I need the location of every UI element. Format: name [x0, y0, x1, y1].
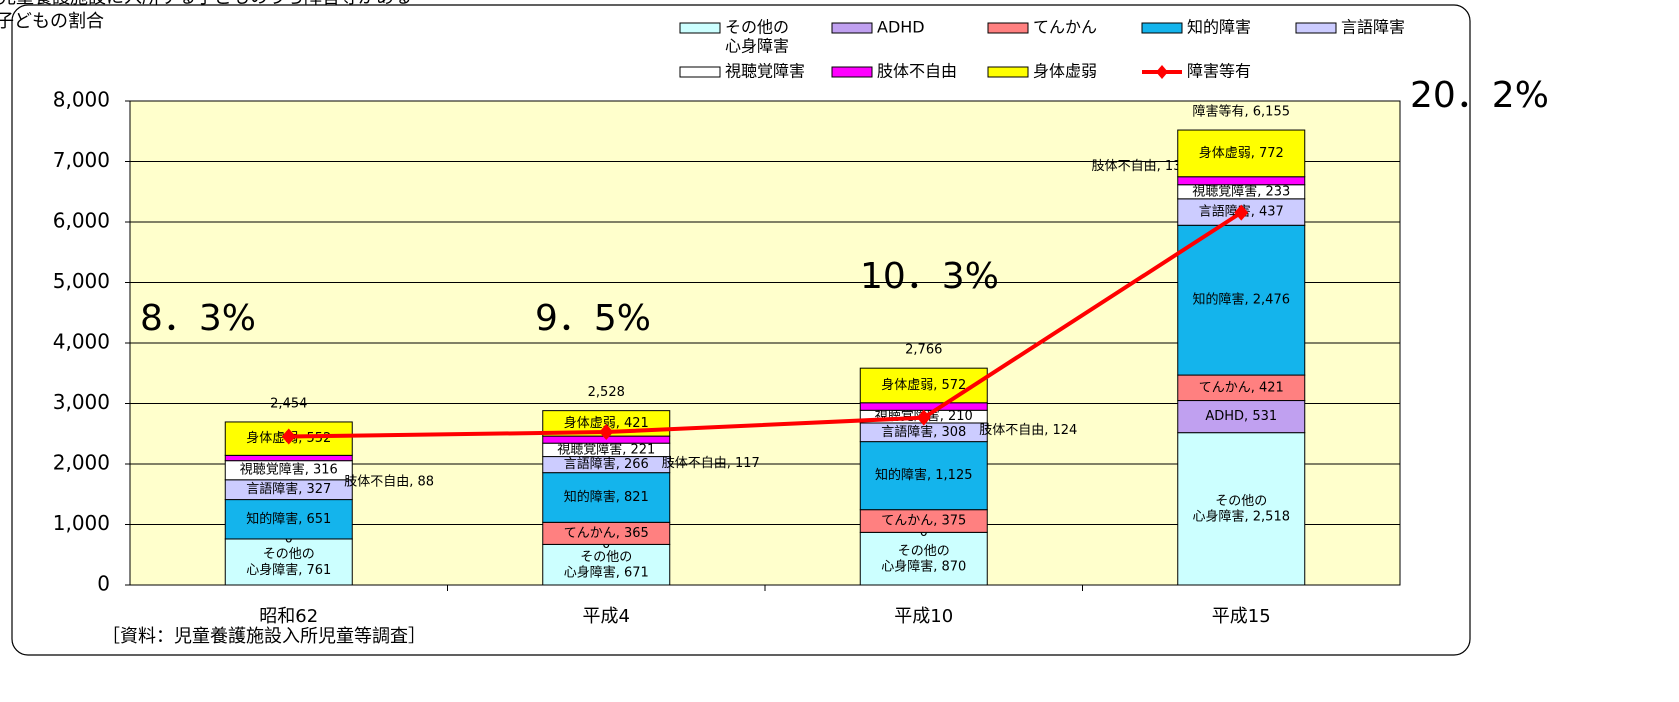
data-label: その他の心身障害, 870 [881, 543, 966, 574]
data-label: 知的障害, 821 [564, 489, 649, 505]
bar-segment [1177, 374, 1306, 402]
data-label: その他の心身障害, 2,518 [1193, 494, 1290, 525]
data-label: てんかん, 375 [881, 514, 966, 529]
y-tick-label: 3,000 [53, 390, 110, 414]
legend-label: 肢体不自由 [877, 62, 957, 81]
data-label: てんかん, 421 [1199, 380, 1284, 395]
legend-label: 視聴覚障害 [725, 62, 805, 81]
legend-swatch [1141, 22, 1183, 34]
y-tick-label: 1,000 [53, 511, 110, 535]
legend-swatch [987, 22, 1029, 34]
data-label: 身体虚弱, 421 [564, 415, 649, 431]
data-label: 視聴覚障害, 221 [557, 441, 655, 457]
legend-marker [1156, 65, 1168, 79]
bar-segment [1177, 176, 1306, 186]
source-note: ［資料：児童養護施設入所児童等調査］ [102, 626, 426, 647]
legend-label: ADHD [877, 18, 925, 37]
line-label: 障害等有, 6,155 [1193, 104, 1290, 120]
legend-label: てんかん [1033, 18, 1097, 37]
x-tick-label: 平成15 [1212, 606, 1271, 627]
data-label: 身体虚弱, 772 [1199, 145, 1284, 161]
data-label: その他の心身障害, 671 [564, 549, 649, 580]
legend-label: その他の心身障害 [725, 17, 789, 55]
bar-segment [859, 531, 988, 586]
y-tick-label: 0 [97, 572, 110, 596]
legend-label: 知的障害 [1187, 18, 1251, 37]
legend-label: 障害等有 [1187, 62, 1251, 81]
legend-swatch [1295, 22, 1337, 34]
line-label: 2,454 [270, 396, 307, 411]
legend-swatch [831, 22, 873, 34]
data-label: 肢体不自由, 132 [1092, 158, 1190, 174]
data-label: 言語障害, 266 [564, 456, 649, 472]
data-label: 知的障害, 651 [246, 511, 331, 527]
data-label: 肢体不自由, 117 [662, 455, 760, 471]
data-label: 知的障害, 1,125 [875, 467, 972, 483]
chart-title: 児童養護施設に入所する子どものうち障害等がある [0, 0, 412, 8]
legend-swatch [679, 66, 721, 78]
bar-segment [859, 402, 988, 411]
bar-segment [1177, 129, 1306, 178]
line-label: 2,766 [905, 343, 942, 358]
bar-segment [542, 472, 671, 523]
bar-segment [224, 538, 353, 586]
bar-segment [1177, 198, 1306, 226]
y-tick-label: 7,000 [53, 148, 110, 172]
legend-swatch [987, 66, 1029, 78]
line-marker [1234, 204, 1249, 221]
data-label: 肢体不自由, 124 [979, 422, 1077, 438]
bar-segment [224, 454, 353, 462]
legend-label: 言語障害 [1341, 18, 1405, 37]
data-label: てんかん, 365 [564, 526, 649, 541]
line-series [288, 210, 1243, 439]
legend-swatch [831, 66, 873, 78]
bar-segment [859, 367, 988, 404]
bar-segment [542, 543, 671, 586]
line-marker [281, 428, 296, 445]
legend-label: 身体虚弱 [1033, 62, 1097, 81]
data-label: 視聴覚障害, 233 [1192, 183, 1290, 199]
x-tick-label: 平成10 [894, 606, 953, 627]
data-label: 肢体不自由, 88 [344, 474, 434, 490]
annotation: 20．2% [1410, 75, 1549, 116]
data-label: 知的障害, 2,476 [1193, 292, 1290, 308]
data-label: 視聴覚障害, 316 [240, 462, 338, 478]
x-tick-label: 平成4 [583, 606, 630, 627]
data-label: 言語障害, 308 [881, 424, 966, 440]
data-label: ADHD, 531 [1205, 409, 1277, 424]
data-label: 身体虚弱, 572 [881, 377, 966, 393]
data-label: 言語障害, 327 [246, 481, 331, 497]
line-label: 2,528 [588, 385, 625, 400]
y-tick-label: 5,000 [53, 269, 110, 293]
x-tick-label: 昭和62 [259, 606, 318, 627]
chart-title: 子どもの割合 [0, 11, 104, 32]
bar-segment [224, 499, 353, 540]
y-tick-label: 8,000 [53, 88, 110, 112]
bar-segment [1177, 400, 1306, 434]
legend-swatch [679, 22, 721, 34]
annotation: 8．3% [140, 298, 256, 339]
y-tick-label: 4,000 [53, 330, 110, 354]
line-marker [916, 409, 931, 426]
annotation: 9．5% [535, 298, 651, 339]
line-marker [599, 424, 614, 441]
bar-segment [859, 441, 988, 511]
y-tick-label: 2,000 [53, 451, 110, 475]
bar-segment [1177, 432, 1306, 586]
data-label: その他の心身障害, 761 [246, 547, 331, 578]
y-tick-label: 6,000 [53, 209, 110, 233]
annotation: 10．3% [860, 256, 999, 297]
